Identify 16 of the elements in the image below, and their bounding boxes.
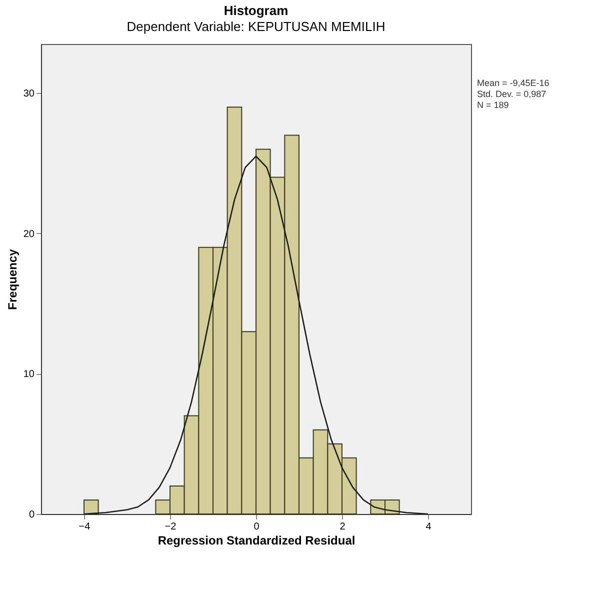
- y-tick-label: 20: [23, 228, 35, 240]
- chart-subtitle: Dependent Variable: KEPUTUSAN MEMILIH: [126, 19, 386, 34]
- chart-title: Histogram: [224, 3, 288, 18]
- text: N = 189: [477, 100, 509, 110]
- x-tick-label: −2: [164, 522, 177, 532]
- text: Std. Dev. = 0,987: [477, 89, 546, 99]
- y-tick-label: 10: [23, 369, 35, 380]
- y-tick-label: 30: [23, 88, 35, 100]
- y-axis-title: Frequency: [5, 248, 20, 310]
- x-tick-label: 2: [340, 522, 346, 532]
- x-tick-label: 4: [426, 522, 432, 532]
- x-axis-title: Regression Standardized Residual: [158, 534, 356, 548]
- x-tick-label: −4: [78, 522, 91, 532]
- y-tick-label: 0: [28, 510, 35, 520]
- x-tick-label: 0: [254, 522, 260, 532]
- text: Mean = -9,45E-16: [477, 78, 550, 88]
